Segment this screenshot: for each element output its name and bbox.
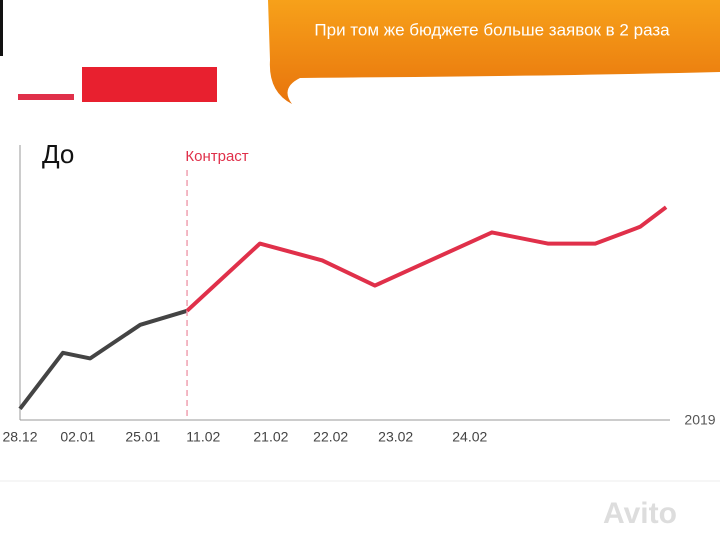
banner-shape bbox=[268, 0, 720, 104]
x-tick-label: 11.02 bbox=[186, 429, 220, 445]
line bbox=[18, 308, 188, 411]
x-tick-label: 21.02 bbox=[253, 429, 288, 445]
x-tick-label: 23.02 bbox=[378, 429, 413, 445]
banner-text: При том же бюджете больше заявок в 2 раз… bbox=[314, 20, 670, 39]
line bbox=[185, 205, 668, 313]
edge bbox=[0, 0, 3, 56]
x-axis-label: 2019 bbox=[684, 412, 715, 428]
deco-block bbox=[82, 67, 217, 102]
deco-bar bbox=[18, 94, 74, 100]
watermark: Avito bbox=[603, 497, 677, 530]
x-tick-label: 25.01 bbox=[125, 429, 160, 445]
series-label: До bbox=[42, 139, 74, 169]
x-tick-label: 02.01 bbox=[60, 429, 95, 445]
x-tick-label: 22.02 bbox=[313, 429, 348, 445]
series-label: Контраст bbox=[185, 148, 248, 165]
x-tick-label: 28.12 bbox=[2, 429, 37, 445]
x-tick-label: 24.02 bbox=[452, 429, 487, 445]
